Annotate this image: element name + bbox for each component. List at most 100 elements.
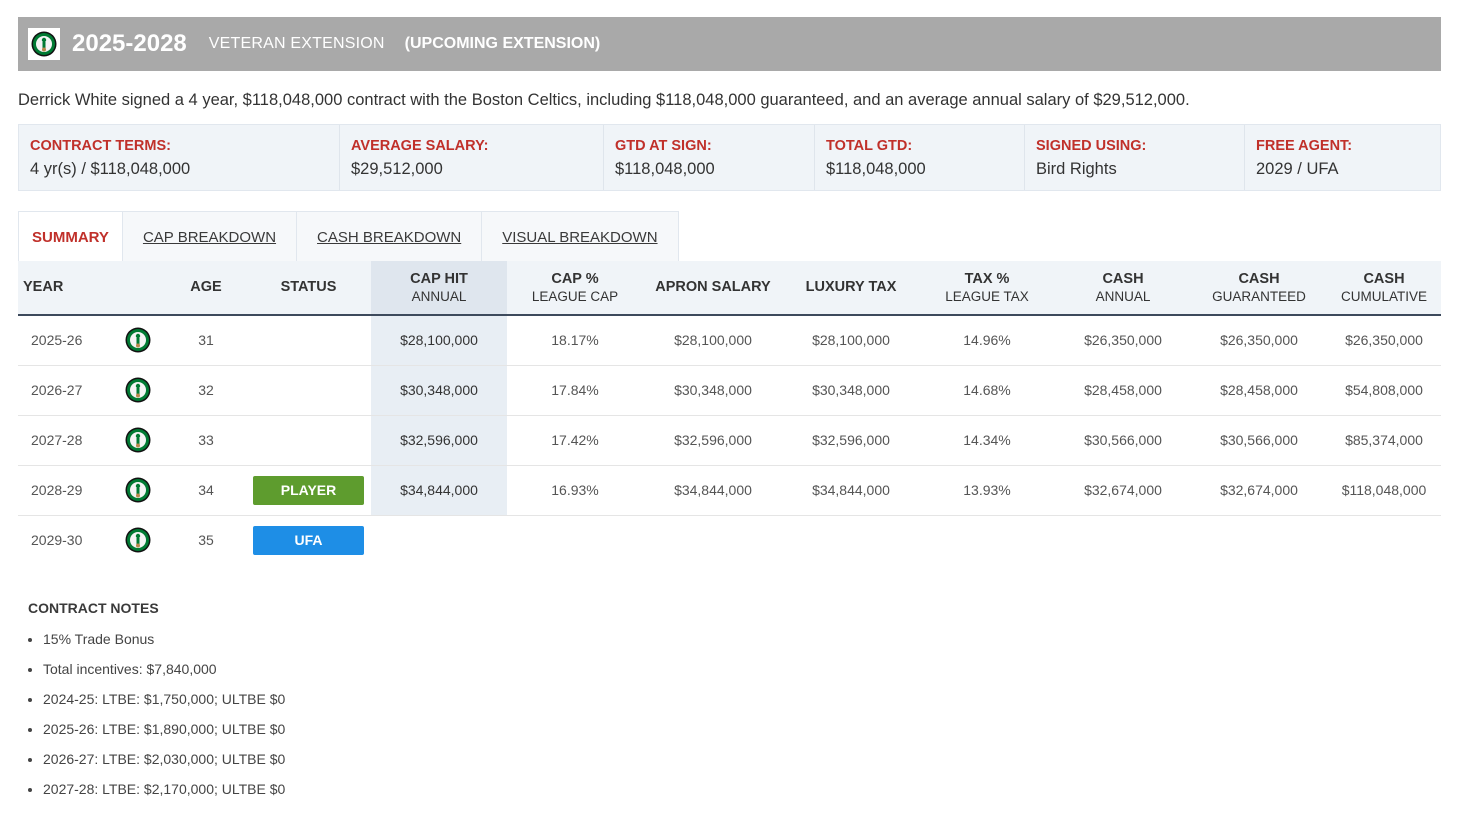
cell-age: 31 <box>166 315 246 366</box>
col-status[interactable]: STATUS <box>246 261 371 316</box>
table-row: 2027-28 33 $32,596,000 17.42% $32,596,00… <box>18 415 1441 466</box>
cell-cap-pct: 16.93% <box>507 465 643 516</box>
term-value: 4 yr(s) / $118,048,000 <box>30 160 191 178</box>
col-cash-guaranteed[interactable]: CASH GUARANTEED <box>1191 261 1327 316</box>
cell-age: 34 <box>166 465 246 516</box>
table-row: 2025-26 31 $28,100,000 18.17% $28,100,00… <box>18 315 1441 366</box>
list-item: 2027-28: LTBE: $2,170,000; ULTBE $0 <box>43 780 285 810</box>
cell-status <box>246 315 371 366</box>
cell-empty <box>1055 515 1191 565</box>
term-label: CONTRACT TERMS: <box>30 138 171 154</box>
col-cash-cumulative[interactable]: CASH CUMULATIVE <box>1327 261 1441 316</box>
celtics-logo-icon <box>110 515 166 565</box>
term-value: $118,048,000 <box>826 160 926 178</box>
cell-age: 35 <box>198 532 214 549</box>
list-item: 2024-25: LTBE: $1,750,000; ULTBE $0 <box>43 690 285 720</box>
contract-header: 2025-2028 VETERAN EXTENSION (UPCOMING EX… <box>18 17 1441 71</box>
col-tax-pct-main: TAX % <box>964 270 1010 287</box>
term-label: GTD AT SIGN: <box>615 138 712 154</box>
term-contract-terms: CONTRACT TERMS: 4 yr(s) / $118,048,000 <box>19 125 340 190</box>
term-signed-using: SIGNED USING: Bird Rights <box>1025 125 1245 190</box>
col-cap-hit[interactable]: CAP HIT ANNUAL <box>371 261 507 316</box>
contract-notes: CONTRACT NOTES 15% Trade Bonus Total inc… <box>28 600 285 810</box>
term-label: SIGNED USING: <box>1036 138 1147 154</box>
table-row: 2026-27 32 $30,348,000 17.84% $30,348,00… <box>18 365 1441 416</box>
list-item: 2026-27: LTBE: $2,030,000; ULTBE $0 <box>43 750 285 780</box>
cell-empty <box>643 515 783 565</box>
cell-cap-hit: $34,844,000 <box>371 465 507 516</box>
cell-cash-gtd: $32,674,000 <box>1191 465 1327 516</box>
term-value: 2029 / UFA <box>1256 160 1339 178</box>
cell-cash-cum: $85,374,000 <box>1327 415 1441 466</box>
term-value: $29,512,000 <box>351 160 443 178</box>
col-cap-pct[interactable]: CAP % LEAGUE CAP <box>507 261 643 316</box>
cell-cap-pct: 18.17% <box>507 315 643 366</box>
cell-cap-pct: 17.84% <box>507 365 643 416</box>
cell-luxury: $28,100,000 <box>783 315 919 366</box>
list-item: 2025-26: LTBE: $1,890,000; ULTBE $0 <box>43 720 285 750</box>
tab-summary[interactable]: SUMMARY <box>19 212 123 262</box>
cell-cap-pct: 17.42% <box>507 415 643 466</box>
col-age[interactable]: AGE <box>166 261 246 316</box>
term-value: $118,048,000 <box>615 160 715 178</box>
cell-status <box>246 415 371 466</box>
cell-status: PLAYER <box>246 465 371 516</box>
col-logo <box>110 261 166 316</box>
term-gtd-at-sign: GTD AT SIGN: $118,048,000 <box>604 125 815 190</box>
col-tax-pct[interactable]: TAX % LEAGUE TAX <box>919 261 1055 316</box>
cell-cash-cum: $118,048,000 <box>1327 465 1441 516</box>
cell-empty <box>507 515 643 565</box>
contract-summary: Derrick White signed a 4 year, $118,048,… <box>18 91 1190 109</box>
cell-empty <box>1327 515 1441 565</box>
col-apron-salary[interactable]: APRON SALARY <box>643 261 783 316</box>
cell-cash-gtd: $26,350,000 <box>1191 315 1327 366</box>
col-cash-annual[interactable]: CASH ANNUAL <box>1055 261 1191 316</box>
celtics-logo-icon <box>110 315 166 366</box>
cell-empty <box>919 515 1055 565</box>
tab-cash-breakdown[interactable]: CASH BREAKDOWN <box>297 212 483 262</box>
table-header-row: YEAR AGE STATUS CAP HIT ANNUAL CAP % LEAGU… <box>18 261 1441 316</box>
cell-cash-gtd: $30,566,000 <box>1191 415 1327 466</box>
cell-cash-annual: $26,350,000 <box>1055 315 1191 366</box>
tab-visual-breakdown[interactable]: VISUAL BREAKDOWN <box>502 228 658 246</box>
col-cap-pct-sub: LEAGUE CAP <box>531 288 619 304</box>
cell-luxury: $32,596,000 <box>783 415 919 466</box>
col-cap-hit-main: CAP HIT <box>410 270 468 287</box>
col-cap-hit-sub: ANNUAL <box>411 288 467 304</box>
breakdown-tabs: SUMMARY CAP BREAKDOWN CASH BREAKDOWN VIS… <box>18 211 679 262</box>
cell-year: 2029-30 <box>31 532 83 549</box>
cell-cap-hit: $30,348,000 <box>371 365 507 416</box>
celtics-logo-icon <box>110 465 166 516</box>
cell-year: 2028-29 <box>18 465 110 516</box>
term-label: FREE AGENT: <box>1256 138 1353 154</box>
cell-apron: $28,100,000 <box>643 315 783 366</box>
table-row: 2028-29 34 PLAYER $34,844,000 16.93% $34… <box>18 465 1441 516</box>
cell-age: 32 <box>166 365 246 416</box>
col-year[interactable]: YEAR <box>18 261 110 316</box>
term-label: AVERAGE SALARY: <box>351 138 489 154</box>
col-cash-gtd-sub: GUARANTEED <box>1212 288 1306 304</box>
table-row: 2029-30 35 UFA <box>18 515 1441 565</box>
contract-status: (UPCOMING EXTENSION) <box>404 35 601 52</box>
col-cash-annual-main: CASH <box>1102 270 1144 287</box>
cell-cash-annual: $32,674,000 <box>1055 465 1191 516</box>
contract-years: 2025-2028 <box>72 30 187 57</box>
col-luxury-tax[interactable]: LUXURY TAX <box>783 261 919 316</box>
term-label: TOTAL GTD: <box>826 138 913 154</box>
term-total-gtd: TOTAL GTD: $118,048,000 <box>815 125 1025 190</box>
cell-year: 2025-26 <box>18 315 110 366</box>
cell-status <box>246 365 371 416</box>
celtics-logo-icon <box>28 28 60 60</box>
cell-luxury: $30,348,000 <box>783 365 919 416</box>
list-item: 15% Trade Bonus <box>43 630 285 660</box>
tab-cap-breakdown[interactable]: CAP BREAKDOWN <box>123 212 298 262</box>
contract-type: VETERAN EXTENSION <box>208 35 385 52</box>
cell-age: 33 <box>166 415 246 466</box>
cell-cash-cum: $54,808,000 <box>1327 365 1441 416</box>
cell-apron: $34,844,000 <box>643 465 783 516</box>
col-cash-annual-sub: ANNUAL <box>1095 288 1151 304</box>
cell-tax-pct: 14.68% <box>919 365 1055 416</box>
celtics-logo-icon <box>110 365 166 416</box>
cell-empty <box>1191 515 1327 565</box>
col-cash-gtd-main: CASH <box>1238 270 1280 287</box>
